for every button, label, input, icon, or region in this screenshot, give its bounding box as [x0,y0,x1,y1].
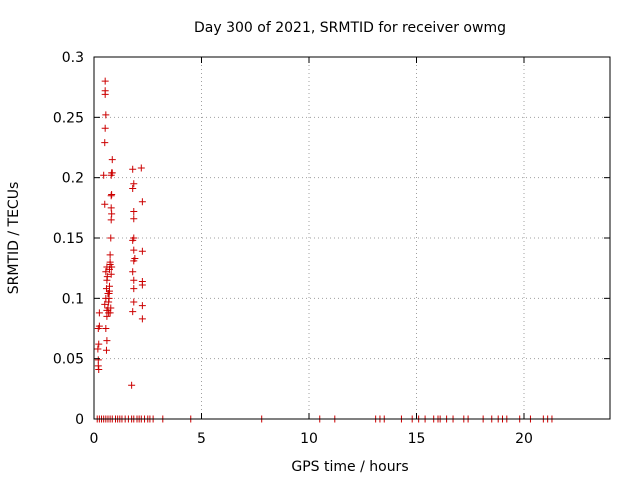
data-point [101,200,109,208]
data-point [107,270,115,278]
data-point [105,294,113,302]
data-point [100,171,108,179]
data-point [101,139,109,147]
plot-frame [93,56,611,420]
data-point [108,169,116,177]
data-point [95,322,103,330]
y-tick-label: 0.1 [62,291,84,307]
data-point [130,215,138,223]
data-point [95,366,103,374]
data-point [130,276,138,284]
data-point [130,207,138,215]
data-point [130,285,138,293]
data-point [95,309,103,317]
data-point [101,87,109,95]
data-point [130,246,138,254]
data-point [106,251,114,259]
y-tick-label: 0.3 [62,50,84,66]
data-point [138,247,146,255]
data-point [107,234,115,242]
data-point [129,185,137,193]
data-point [108,191,116,199]
data-point [138,315,146,323]
data-point [131,255,139,263]
data-point [94,356,102,364]
x-tick-labels: 0 5 10 15 20 [90,431,533,447]
data-point [101,77,109,85]
y-tick-label: 0.15 [53,231,84,247]
grid [94,57,610,419]
data-point [129,165,137,173]
data-points [93,77,556,423]
x-tick-label: 10 [300,431,318,447]
data-point [138,302,146,310]
axis-ticks [93,56,610,420]
data-point [95,340,103,348]
data-point [108,156,116,164]
chart-title: Day 300 of 2021, SRMTID for receiver owm… [194,20,506,36]
data-point [130,180,138,188]
data-point [102,346,110,354]
x-tick-label: 20 [515,431,533,447]
x-axis-title: GPS time / hours [291,459,408,475]
y-tick-label: 0.2 [62,171,84,187]
data-point [108,263,116,271]
data-point [129,268,137,276]
data-point [138,198,146,206]
y-axis-title: SRMTID / TECUs [6,182,22,295]
data-point [129,308,137,316]
x-tick-label: 15 [408,431,426,447]
data-point [102,325,110,332]
y-tick-label: 0 [75,412,84,428]
x-tick-label: 0 [90,431,99,447]
data-point [128,381,136,389]
data-point [103,337,111,345]
y-tick-label: 0.05 [53,352,84,368]
y-tick-labels: 0 0.05 0.1 0.15 0.2 0.25 0.3 [53,50,84,428]
data-point [130,234,138,242]
data-point [107,304,115,312]
data-point [103,312,111,320]
data-point [94,345,102,353]
data-point [107,204,115,212]
data-point [103,273,111,281]
data-point [137,164,145,172]
data-point [107,216,115,224]
data-point [108,210,116,218]
data-point [105,287,113,295]
data-point [130,298,138,306]
data-point [102,111,110,119]
data-point [101,300,109,308]
data-point [101,124,109,132]
y-tick-label: 0.25 [53,110,84,126]
data-point [106,309,114,317]
x-tick-label: 5 [197,431,206,447]
data-point [102,268,110,276]
data-point [138,281,146,289]
